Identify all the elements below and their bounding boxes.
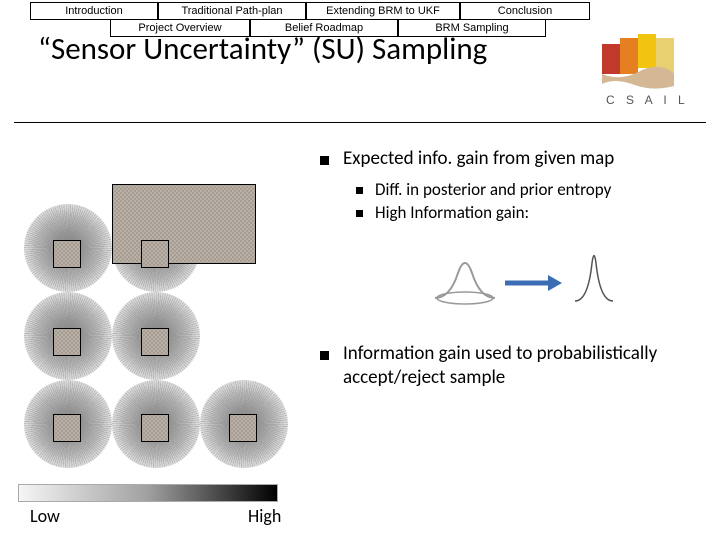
label-high: High (248, 505, 281, 527)
bullet-dot (356, 210, 363, 217)
bullet-text: Information gain used to probabilistical… (343, 342, 700, 390)
sensor-figure (18, 152, 308, 462)
bullet-expected-info: Expected info. gain from given map (320, 147, 710, 171)
nav-top: Introduction Traditional Path-plan Exten… (30, 2, 720, 20)
label-low: Low (30, 505, 60, 527)
content-area: Expected info. gain from given map Diff.… (320, 147, 710, 225)
slide-title: “Sensor Uncertainty” (SU) Sampling (38, 32, 487, 68)
bullet-text: Expected info. gain from given map (343, 147, 614, 171)
title-underline (14, 122, 706, 123)
tab-traditional[interactable]: Traditional Path-plan (158, 2, 306, 20)
bullet-dot (320, 351, 329, 360)
grain-box (53, 414, 81, 442)
bullet-text: Diff. in posterior and prior entropy (375, 179, 611, 200)
gradient-bar (18, 484, 278, 502)
tab-introduction[interactable]: Introduction (30, 2, 158, 20)
grain-box (229, 414, 257, 442)
grain-box (53, 240, 81, 268)
bullet-dot (356, 187, 363, 194)
bullet-dot (320, 156, 329, 165)
grain-box (53, 328, 81, 356)
grain-box (141, 328, 169, 356)
subtab-overview[interactable]: Project Overview (110, 20, 250, 37)
bullet-text: High Information gain: (375, 202, 529, 223)
subtab-belief[interactable]: Belief Roadmap (250, 20, 398, 37)
csail-logo: C S A I L (592, 32, 702, 110)
logo-text: C S A I L (606, 93, 689, 107)
tab-extending[interactable]: Extending BRM to UKF (306, 2, 460, 20)
tab-conclusion[interactable]: Conclusion (460, 2, 590, 20)
bullet-high-info: High Information gain: (356, 202, 710, 223)
bullet-diff-entropy: Diff. in posterior and prior entropy (356, 179, 710, 200)
grain-box (141, 240, 169, 268)
subtab-sampling[interactable]: BRM Sampling (398, 20, 546, 37)
bullet-info-gain-used: Information gain used to probabilistical… (320, 342, 700, 390)
gaussian-diagram (430, 243, 630, 313)
grain-box (112, 184, 256, 264)
grain-box (141, 414, 169, 442)
